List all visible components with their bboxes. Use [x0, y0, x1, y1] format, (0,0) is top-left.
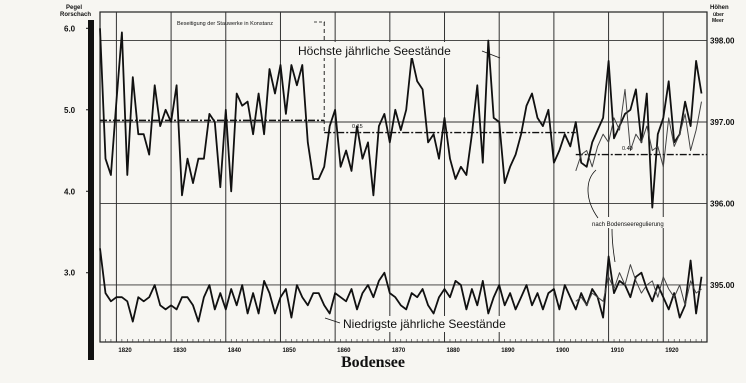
x-tick-label: 1890 [501, 348, 515, 354]
max-label-bg [294, 42, 480, 58]
series-line-0 [99, 28, 703, 209]
x-tick-label: 1830 [173, 348, 187, 354]
x-tick-label: 1860 [337, 348, 351, 354]
series-line-1 [575, 88, 702, 172]
left-tick-label: 4.0 [64, 187, 76, 196]
left-axis-bar [88, 20, 94, 360]
max-series-label: Höchste jährliche Seestände [298, 44, 451, 58]
plot-frame [99, 11, 708, 343]
annotation-stauwerke: Beseitigung der Stauwerke in Konstanz [177, 21, 273, 27]
right-tick-label: 398.00 [710, 37, 735, 46]
mean-diff-label: 0.15 [352, 124, 363, 130]
regulation-label-bg [590, 217, 698, 228]
min-series-label: Niedrigste jährliche Seestände [343, 317, 506, 331]
x-tick-label: 1900 [556, 348, 570, 354]
series-line-3 [575, 264, 702, 306]
right-tick-label: 395.00 [710, 281, 735, 290]
x-tick-label: 1910 [611, 348, 625, 354]
right-tick-label: 396.00 [710, 199, 735, 208]
x-tick-label: 1870 [392, 348, 406, 354]
x-tick-label: 1820 [118, 348, 132, 354]
left-tick-label: 3.0 [64, 269, 76, 278]
x-tick-label: 1920 [665, 348, 679, 354]
regulation-leader-upper [587, 169, 599, 219]
right-axis-label: über [713, 12, 724, 18]
regulation-leader-lower [611, 228, 616, 263]
right-axis-label: Höhen [710, 5, 729, 11]
x-tick-label: 1840 [228, 348, 242, 354]
right-axis-label: Meer [712, 18, 724, 24]
left-tick-label: 5.0 [64, 106, 76, 115]
left-tick-label: 6.0 [64, 24, 76, 33]
figure-caption: Bodensee [341, 354, 405, 371]
mean-diff-label: 0.40 [622, 146, 633, 152]
min-label-bg [341, 316, 549, 332]
max-label-leader [481, 50, 501, 59]
left-axis-label: Pegel [66, 5, 82, 11]
min-label-leader [324, 317, 341, 324]
left-axis-label: Rorschach [60, 12, 91, 18]
x-tick-label: 1880 [447, 348, 461, 354]
series-line-2 [99, 248, 703, 323]
regulation-label: nach Bodenseeregulierung [592, 222, 664, 228]
x-tick-label: 1850 [282, 348, 296, 354]
right-tick-label: 397.00 [710, 118, 735, 127]
